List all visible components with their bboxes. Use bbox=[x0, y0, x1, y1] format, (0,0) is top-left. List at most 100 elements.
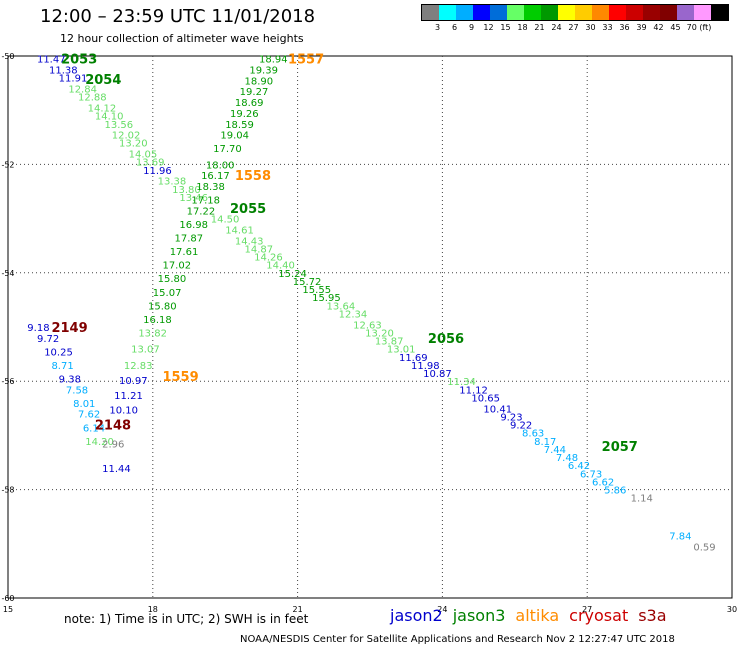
color-scale-legend: 3 6 9 12 15 18 21 24 27 30 33 36 39 42 45 70 (ft) bbox=[421, 4, 729, 32]
color-scale-label: 36 bbox=[619, 23, 630, 32]
wave-height-value: 14.61 bbox=[225, 225, 254, 236]
wave-height-value: 10.65 bbox=[471, 393, 500, 404]
wave-height-value: 11.98 bbox=[411, 361, 440, 372]
color-swatch bbox=[626, 5, 643, 20]
wave-height-value: 1.14 bbox=[631, 494, 653, 505]
wave-height-value: 6.14 bbox=[83, 423, 105, 434]
credit-footer: NOAA/NESDIS Center for Satellite Applica… bbox=[240, 634, 675, 645]
wave-height-value: 15.55 bbox=[302, 285, 331, 296]
wave-height-value: 14.12 bbox=[88, 103, 117, 114]
wave-height-value: 11.21 bbox=[114, 391, 143, 402]
satellite-label-jason2: jason2 bbox=[390, 606, 443, 625]
wave-height-value: 7.84 bbox=[669, 532, 691, 543]
wave-height-value: 14.26 bbox=[254, 253, 283, 264]
wave-height-value: 5.86 bbox=[604, 486, 626, 497]
pass-number-label: 1557 bbox=[288, 53, 324, 68]
wave-height-value: 14.87 bbox=[245, 244, 274, 255]
pass-number-label: 1559 bbox=[162, 370, 198, 385]
wave-height-value: 15.80 bbox=[148, 301, 177, 312]
wave-height-value: 13.20 bbox=[365, 328, 394, 339]
wave-height-value: 8.63 bbox=[522, 429, 544, 440]
color-swatch bbox=[422, 5, 439, 20]
wave-height-value: 13.01 bbox=[387, 345, 416, 356]
wave-height-value: 14.40 bbox=[266, 261, 295, 272]
pass-number-label: 2056 bbox=[428, 332, 464, 347]
wave-height-value: 13.82 bbox=[138, 328, 167, 339]
color-scale-label: 6 bbox=[451, 23, 458, 32]
color-swatch bbox=[456, 5, 473, 20]
wave-height-value: 19.04 bbox=[220, 131, 249, 142]
x-tick-label: 30 bbox=[727, 605, 737, 614]
wave-height-value: 17.61 bbox=[170, 247, 199, 258]
wave-height-value: 17.18 bbox=[191, 196, 220, 207]
color-swatch bbox=[558, 5, 575, 20]
color-scale-label: 15 bbox=[500, 23, 511, 32]
satellite-label-jason3: jason3 bbox=[452, 606, 506, 625]
wave-height-value: 12.88 bbox=[78, 93, 107, 104]
color-swatch bbox=[677, 5, 694, 20]
wave-height-value: 19.39 bbox=[249, 66, 278, 77]
color-scale-label: 9 bbox=[468, 23, 475, 32]
wave-height-value: 11.34 bbox=[447, 377, 476, 388]
wave-height-value: 11.12 bbox=[459, 385, 488, 396]
color-swatch bbox=[660, 5, 677, 20]
x-tick-label: 24 bbox=[437, 605, 447, 614]
pass-number-label: 2148 bbox=[95, 419, 131, 434]
pass-number-label: 2055 bbox=[230, 202, 266, 217]
color-scale-label: 39 bbox=[636, 23, 647, 32]
wave-height-value: 15.72 bbox=[293, 277, 322, 288]
wave-height-value: 0.59 bbox=[693, 543, 715, 554]
wave-height-value: 11.91 bbox=[59, 74, 88, 85]
color-scale-swatches bbox=[421, 4, 729, 21]
wave-height-value: 8.71 bbox=[51, 361, 73, 372]
wave-height-value: 13.56 bbox=[105, 120, 134, 131]
wave-height-value: 10.25 bbox=[44, 347, 73, 358]
wave-height-value: 19.26 bbox=[230, 109, 259, 120]
y-tick-label: -52 bbox=[1, 160, 14, 169]
wave-height-value: 6.73 bbox=[580, 469, 602, 480]
color-scale-label: 42 bbox=[653, 23, 664, 32]
pass-number-label: 1558 bbox=[235, 169, 271, 184]
wave-height-value: 12.34 bbox=[339, 309, 368, 320]
x-tick-label: 18 bbox=[148, 605, 158, 614]
wave-height-value: 17.87 bbox=[175, 234, 204, 245]
pass-number-label: 2149 bbox=[51, 321, 87, 336]
color-swatch bbox=[541, 5, 558, 20]
chart-subtitle: 12 hour collection of altimeter wave hei… bbox=[60, 32, 304, 45]
wave-height-value: 14.50 bbox=[211, 215, 240, 226]
wave-height-value: 14.43 bbox=[235, 236, 264, 247]
y-tick-label: -60 bbox=[1, 594, 14, 603]
wave-height-value: 7.62 bbox=[78, 410, 100, 421]
y-tick-label: -56 bbox=[1, 377, 14, 386]
wave-height-value: 7.44 bbox=[544, 445, 566, 456]
color-scale-label: 12 bbox=[483, 23, 494, 32]
wave-height-value: 14.05 bbox=[129, 150, 158, 161]
wave-height-value: 13.69 bbox=[136, 158, 165, 169]
color-scale-label: 3 bbox=[434, 23, 441, 32]
color-swatch bbox=[524, 5, 541, 20]
wave-height-value: 7.58 bbox=[66, 385, 88, 396]
wave-height-value: 8.17 bbox=[534, 437, 556, 448]
wave-height-value: 10.10 bbox=[109, 405, 138, 416]
wave-height-value: 10.97 bbox=[119, 376, 148, 387]
wave-height-value: 13.07 bbox=[131, 345, 160, 356]
wave-height-value: 18.69 bbox=[235, 98, 264, 109]
wave-height-value: 11.44 bbox=[102, 464, 131, 475]
wave-height-value: 15.95 bbox=[312, 293, 341, 304]
wave-height-value: 11.69 bbox=[399, 353, 428, 364]
wave-height-value: 14.10 bbox=[95, 112, 124, 123]
color-scale-label: 33 bbox=[602, 23, 613, 32]
wave-height-value: 9.72 bbox=[37, 334, 59, 345]
wave-height-value: 11.96 bbox=[143, 166, 172, 177]
wave-height-value: 9.38 bbox=[59, 374, 81, 385]
color-scale-label: 30 bbox=[585, 23, 596, 32]
wave-height-value: 15.24 bbox=[278, 269, 307, 280]
color-swatch bbox=[711, 5, 728, 20]
wave-height-value: 18.59 bbox=[225, 120, 254, 131]
color-scale-labels: 3 6 9 12 15 18 21 24 27 30 33 36 39 42 45 70 (ft) bbox=[421, 23, 729, 32]
wave-height-value: 15.80 bbox=[158, 274, 187, 285]
wave-height-value: 7.48 bbox=[556, 453, 578, 464]
wave-height-value: 18.38 bbox=[196, 182, 225, 193]
color-swatch bbox=[507, 5, 524, 20]
